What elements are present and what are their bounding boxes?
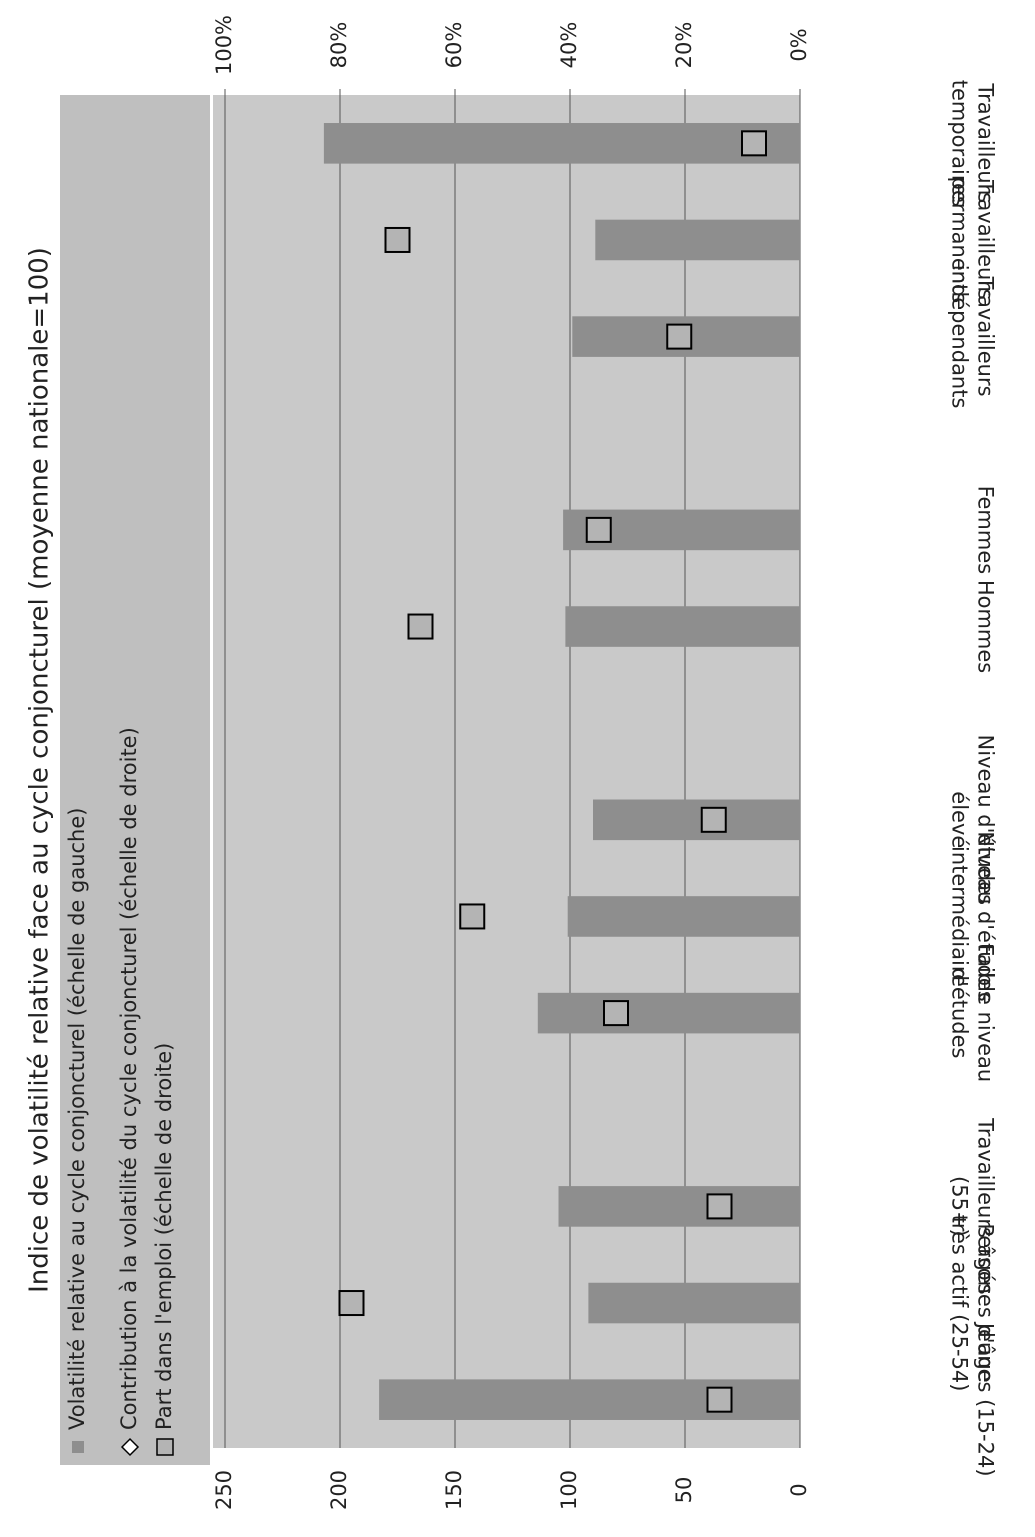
y2-tick-label: 20% [672,22,696,69]
x-tick-label: Faible niveaud'études [947,944,997,1082]
bar [593,799,800,841]
y-tick-label: 0 [787,1483,811,1496]
square-marker [459,903,486,930]
y-tick-label: 50 [672,1477,696,1504]
legend-box [60,95,210,1465]
square-marker [585,516,612,543]
y-tick-label: 150 [442,1470,466,1510]
x-tick-label: Niveau d'étudesélevé [947,735,997,906]
square-marker [384,226,411,253]
square-marker [741,130,767,157]
x-tick-label: Travailleurs âgés(55+) [947,1117,997,1295]
bar [537,992,800,1034]
square-marker [603,1000,629,1027]
x-tick-label: Travailleurstemporaires [947,80,997,207]
legend-label: Volatilité relative au cycle conjoncture… [65,808,89,1430]
y2-tick-label: 40% [557,22,581,69]
plot-area [213,95,800,1448]
bar [323,123,800,164]
y2-tick-label: 60% [442,22,466,69]
x-tick-label: Hommes [974,580,998,673]
legend-swatch [120,1437,140,1457]
y2-tick-label: 80% [327,22,351,69]
y2-tick-label: 0% [787,28,811,61]
x-tick-label: Femmes [974,486,998,575]
bar [558,1186,800,1227]
x-tick-label: Travailleursindépendants [947,265,997,409]
bar [567,896,800,937]
bar [379,1379,800,1420]
y2-tick-label: 100% [212,15,236,75]
legend-swatch [156,1438,174,1456]
x-tick-label: Persones d'âgetrès actif (25-54) [947,1215,997,1392]
x-tick-label: Travailleurspermanents [947,177,997,304]
square-marker [706,1193,733,1220]
legend-label: Part dans l'emploi (échelle de droite) [152,1043,176,1430]
bar [595,219,800,261]
y-tick-label: 200 [327,1470,351,1510]
bar [588,1282,800,1324]
square-marker [407,613,434,640]
legend-swatch [72,1441,84,1453]
square-marker [666,323,693,350]
square-marker [338,1290,365,1317]
y-tick-label: 100 [557,1470,581,1510]
x-tick-label: Jeunes (15-24) [974,1321,998,1477]
bar [565,606,800,647]
square-marker [700,806,727,833]
x-tick-label: Niveau d'étudesintermédiaire [947,831,997,1002]
square-marker [706,1386,733,1413]
y-tick-label: 250 [212,1470,236,1510]
legend-label: Contribution à la volatilité du cycle co… [117,727,141,1430]
chart-title: Indice de volatilité relative face au cy… [25,247,55,1293]
